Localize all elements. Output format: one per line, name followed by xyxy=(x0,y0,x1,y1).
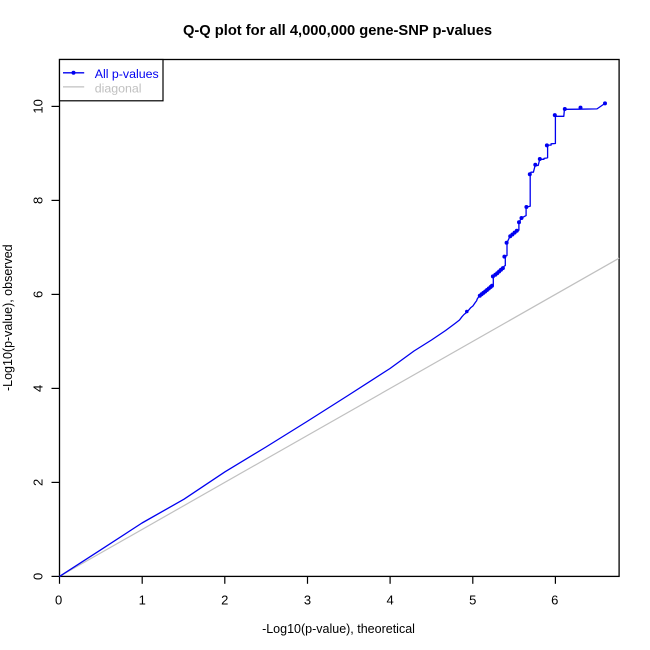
svg-text:All p-values: All p-values xyxy=(95,67,159,81)
svg-text:1: 1 xyxy=(139,592,146,607)
svg-text:-Log10(p-value), theoretical: -Log10(p-value), theoretical xyxy=(262,622,415,636)
svg-text:10: 10 xyxy=(30,99,45,113)
svg-text:4: 4 xyxy=(30,385,45,392)
svg-text:diagonal: diagonal xyxy=(95,81,142,95)
svg-text:2: 2 xyxy=(30,479,45,486)
svg-text:8: 8 xyxy=(30,197,45,204)
svg-text:0: 0 xyxy=(30,573,45,580)
svg-text:0: 0 xyxy=(55,592,62,607)
svg-text:Q-Q plot for all 4,000,000 gen: Q-Q plot for all 4,000,000 gene-SNP p-va… xyxy=(183,23,492,39)
svg-text:5: 5 xyxy=(469,592,476,607)
svg-text:3: 3 xyxy=(304,592,311,607)
svg-text:6: 6 xyxy=(30,291,45,298)
svg-text:2: 2 xyxy=(221,592,228,607)
svg-text:-Log10(p-value), observed: -Log10(p-value), observed xyxy=(1,244,15,391)
svg-text:4: 4 xyxy=(386,592,393,607)
svg-text:6: 6 xyxy=(551,592,558,607)
